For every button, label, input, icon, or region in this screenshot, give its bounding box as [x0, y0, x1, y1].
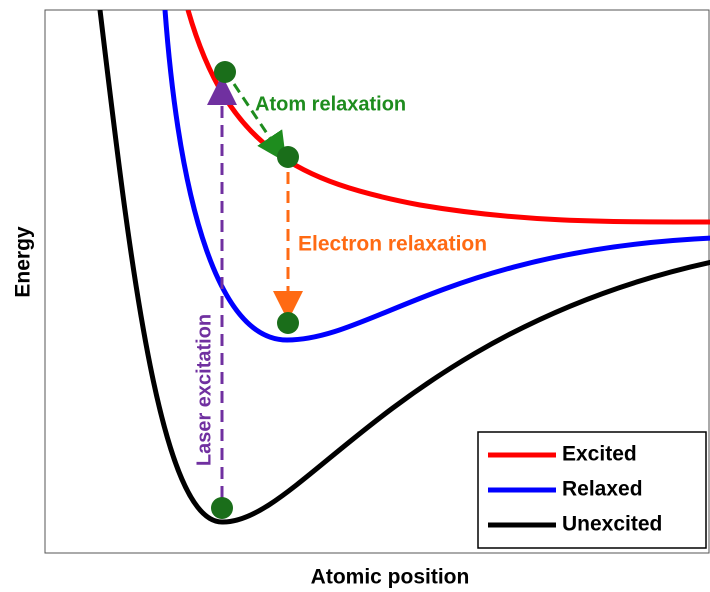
- excited-curve: [185, 10, 710, 225]
- annotation: Atom relaxation: [255, 93, 406, 115]
- unexcited-curve: [97, 10, 710, 525]
- atom-arrow: [232, 83, 287, 163]
- plot-frame: [44, 9, 710, 554]
- state-dot: [211, 497, 233, 519]
- relaxed-curve: [162, 10, 710, 343]
- legend-label: Excited: [562, 443, 637, 466]
- state-dot: [214, 61, 236, 83]
- annotation: Laser excitation: [193, 314, 215, 466]
- y-axis-label: Energy: [12, 226, 35, 298]
- state-dot: [277, 312, 299, 334]
- x-axis-label: Atomic position: [311, 566, 470, 589]
- legend-label: Unexcited: [562, 513, 662, 536]
- state-dot: [277, 146, 299, 168]
- legend-label: Relaxed: [562, 478, 643, 501]
- annotation: Electron relaxation: [298, 233, 487, 256]
